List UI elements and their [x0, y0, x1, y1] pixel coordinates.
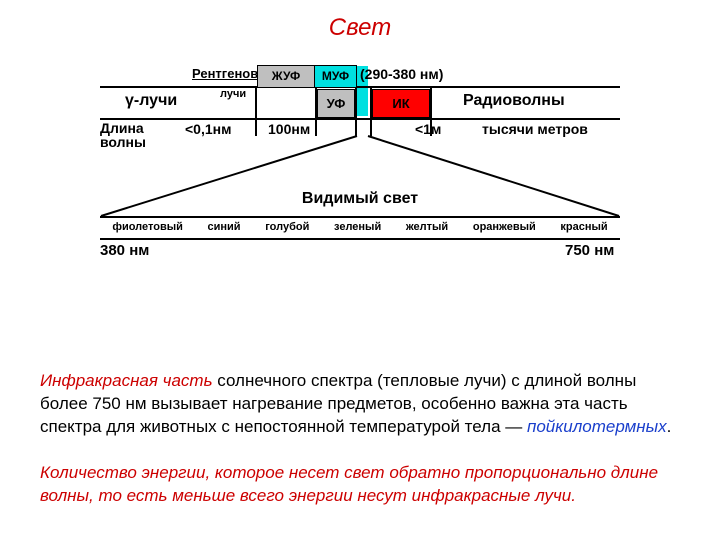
range-end: 750 нм — [565, 242, 614, 259]
color-red: красный — [560, 221, 607, 233]
visible-colors-row: фиолетовый синий голубой зеленый желтый … — [100, 218, 620, 236]
paragraph-1: Инфракрасная часть солнечного спектра (т… — [40, 370, 680, 439]
color-orange: оранжевый — [473, 221, 536, 233]
poikilo-term: пойкилотермных — [527, 417, 667, 436]
spectrum-diagram: Рентгеновские лучи γ-лучи ЖУФ МУФ (290-3… — [100, 58, 620, 298]
page-title: Свет — [0, 14, 720, 42]
range-start: 380 нм — [100, 242, 149, 259]
ir-term: Инфракрасная часть — [40, 371, 213, 390]
visible-light-label: Видимый свет — [100, 190, 620, 208]
color-blue: синий — [208, 221, 241, 233]
color-yellow: желтый — [406, 221, 448, 233]
lower-bar-bottom — [100, 238, 620, 240]
para1-tail: . — [667, 417, 672, 436]
color-cyan: голубой — [265, 221, 309, 233]
color-green: зеленый — [334, 221, 381, 233]
paragraph-2: Количество энергии, которое несет свет о… — [40, 462, 680, 508]
page: Свет Рентгеновские лучи γ-лучи ЖУФ МУФ (… — [0, 0, 720, 540]
expansion-lines — [100, 58, 620, 298]
color-violet: фиолетовый — [112, 221, 183, 233]
